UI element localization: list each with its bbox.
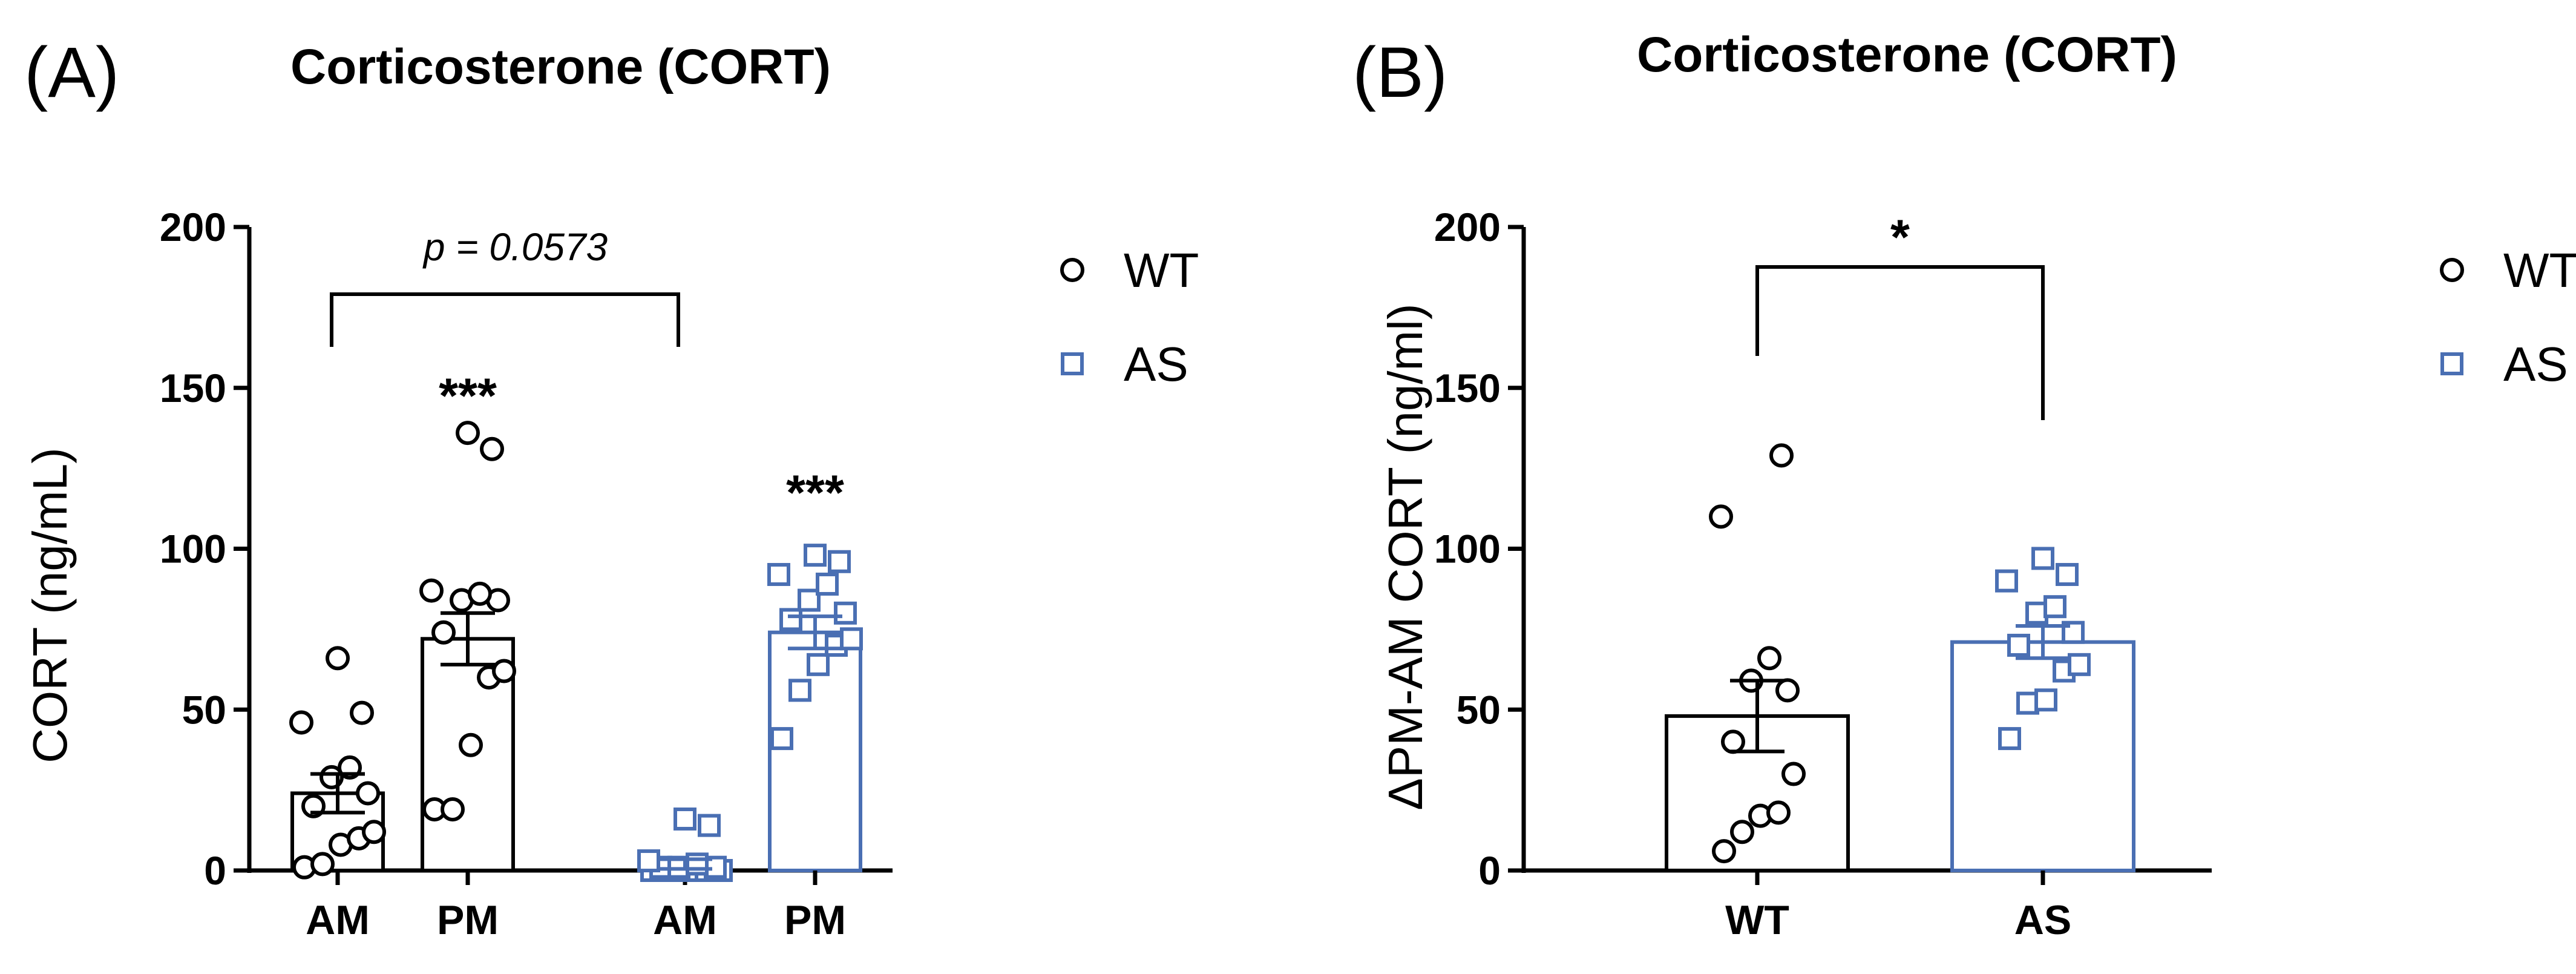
data-point <box>1769 443 1794 468</box>
significance-stars-as: *** <box>786 466 844 521</box>
data-point <box>767 563 790 587</box>
data-point <box>686 852 709 876</box>
y-tick-label: 200 <box>160 205 226 249</box>
data-point <box>2068 653 2091 676</box>
legend-marker <box>2440 258 2464 282</box>
data-point <box>310 852 335 877</box>
data-point <box>362 820 386 844</box>
panel-b-ylabel: ΔPM-AM CORT (ng/ml) <box>1378 303 1432 810</box>
legend-label: WT <box>1124 243 1199 297</box>
data-point <box>2043 595 2066 619</box>
data-point <box>2034 688 2057 712</box>
data-point <box>788 679 811 702</box>
x-tick-label: AS <box>2014 897 2071 943</box>
data-point <box>834 601 857 625</box>
data-point <box>1721 729 1745 754</box>
data-point <box>492 659 516 683</box>
data-point <box>698 814 721 837</box>
panel-a-title: Corticosterone (CORT) <box>290 39 831 94</box>
data-point <box>779 608 802 631</box>
data-point <box>326 646 350 671</box>
panel-a-plot: 0 50 100 150 200 AM PM AM PM WT AS *** *** p = 0.0573 <box>160 205 1199 943</box>
legend-marker <box>1061 352 1084 375</box>
data-point <box>1995 569 2018 593</box>
x-tick-label: AM <box>653 897 717 943</box>
data-point <box>356 781 380 806</box>
bar <box>1950 640 2135 872</box>
legend-label: AS <box>2503 337 2568 391</box>
panel-b-plot: 0 50 100 150 200 WT AS WT AS * <box>1434 205 2576 943</box>
y-tick-label: 100 <box>1434 527 1501 571</box>
data-point <box>1781 762 1806 786</box>
data-point <box>441 797 465 822</box>
data-point <box>770 727 793 751</box>
data-point <box>840 627 863 651</box>
data-point <box>419 578 444 603</box>
y-tick-label: 50 <box>1457 687 1501 732</box>
data-point <box>804 544 827 567</box>
y-tick-label: 0 <box>204 848 226 893</box>
data-point <box>1712 839 1736 864</box>
data-point <box>673 807 696 831</box>
significance-star: * <box>1890 210 1910 265</box>
y-tick-label: 150 <box>160 366 226 410</box>
data-point <box>2007 633 2030 657</box>
data-point <box>350 700 374 725</box>
y-tick-label: 200 <box>1434 205 1501 249</box>
comparison-bracket <box>330 292 680 347</box>
data-point <box>1998 727 2021 751</box>
data-point <box>798 588 821 612</box>
data-point <box>431 620 456 645</box>
y-tick-label: 0 <box>1478 848 1501 893</box>
data-point <box>1775 678 1800 703</box>
data-point <box>2031 547 2054 570</box>
data-point <box>1730 820 1754 844</box>
data-point <box>1766 800 1791 825</box>
legend-label: WT <box>2503 243 2576 297</box>
x-tick-label: PM <box>437 897 499 943</box>
x-tick-label: AM <box>306 897 370 943</box>
data-point <box>480 436 504 461</box>
data-point <box>816 572 839 596</box>
panel-a-letter: (A) <box>24 33 119 113</box>
y-tick-label: 100 <box>160 527 226 571</box>
y-tick-label: 50 <box>182 687 226 732</box>
panel-b-letter: (B) <box>1352 33 1447 113</box>
data-point <box>459 732 483 757</box>
data-point <box>456 421 480 446</box>
data-point <box>468 581 492 606</box>
significance-stars-wt: *** <box>439 369 497 424</box>
legend-marker <box>2440 352 2463 375</box>
panel-a-ylabel: CORT (ng/mL) <box>23 447 77 763</box>
legend-marker <box>1060 258 1084 282</box>
x-tick-label: WT <box>1725 897 1789 943</box>
data-point <box>1709 504 1733 529</box>
data-point <box>637 849 660 873</box>
comparison-bracket <box>1755 265 2045 420</box>
data-point <box>828 550 851 573</box>
legend-label: AS <box>1124 337 1188 391</box>
y-tick-label: 150 <box>1434 366 1501 410</box>
data-point <box>1757 646 1781 671</box>
data-point <box>2056 563 2079 587</box>
data-point <box>289 710 313 735</box>
data-point <box>807 653 830 676</box>
x-tick-label: PM <box>784 897 846 943</box>
panel-b-title: Corticosterone (CORT) <box>1637 27 2177 82</box>
p-value-label: p = 0.0573 <box>422 225 608 269</box>
